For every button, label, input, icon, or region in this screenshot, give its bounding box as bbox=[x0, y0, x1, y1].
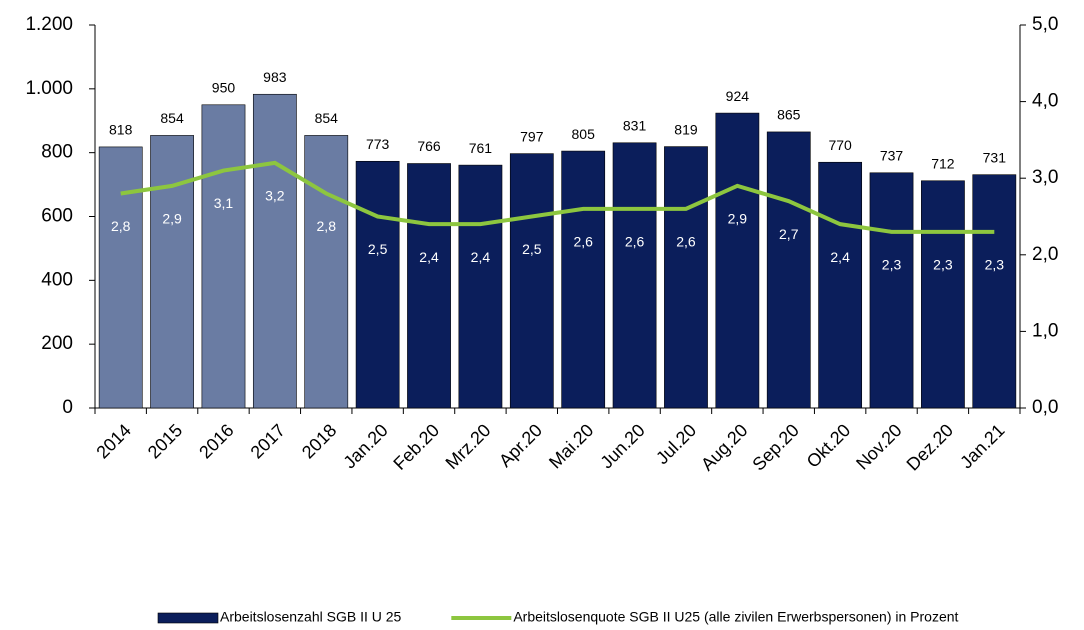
line-label: 3,1 bbox=[214, 195, 234, 211]
bar-label: 737 bbox=[880, 147, 904, 163]
bar bbox=[664, 146, 708, 409]
x-tick-label: Sep.20 bbox=[748, 420, 802, 474]
bar bbox=[561, 150, 606, 409]
bar-label: 797 bbox=[520, 128, 544, 144]
line-label: 2,3 bbox=[933, 257, 953, 273]
bar-label: 854 bbox=[160, 110, 184, 126]
bar-label: 865 bbox=[777, 107, 801, 123]
bar bbox=[766, 131, 811, 409]
line-label: 2,4 bbox=[471, 249, 491, 265]
bar-label: 773 bbox=[366, 136, 390, 152]
x-tick-label: Okt.20 bbox=[803, 420, 855, 472]
line-label: 2,6 bbox=[676, 234, 696, 250]
x-tick-label: Jun.20 bbox=[596, 420, 648, 472]
x-tick-label: Mrz.20 bbox=[442, 420, 495, 473]
line-label: 2,9 bbox=[162, 211, 182, 227]
bar bbox=[150, 135, 194, 409]
y2-tick-label: 4,0 bbox=[1032, 91, 1058, 112]
legend-label: Arbeitslosenzahl SGB II U 25 bbox=[220, 609, 402, 625]
y-tick-label: 1.200 bbox=[25, 14, 73, 35]
legend-label: Arbeitslosenquote SGB II U25 (alle zivil… bbox=[513, 609, 958, 625]
y2-tick-label: 5,0 bbox=[1032, 14, 1058, 35]
bar-label: 818 bbox=[109, 122, 133, 138]
bar-label: 761 bbox=[469, 140, 493, 156]
line-label: 2,8 bbox=[317, 218, 337, 234]
bar bbox=[921, 180, 965, 409]
bar bbox=[612, 142, 657, 409]
x-tick-label: Nov.20 bbox=[852, 420, 906, 474]
y2-tick-label: 1,0 bbox=[1032, 320, 1058, 341]
bar bbox=[818, 161, 863, 409]
line-label: 2,3 bbox=[882, 257, 902, 273]
bar-label: 712 bbox=[931, 155, 955, 171]
line-label: 2,5 bbox=[522, 241, 542, 257]
y-tick-label: 0 bbox=[62, 397, 73, 418]
line-label: 2,8 bbox=[111, 218, 131, 234]
x-tick-label: 2017 bbox=[247, 420, 289, 462]
y-tick-label: 200 bbox=[41, 333, 73, 354]
y2-tick-label: 3,0 bbox=[1032, 167, 1058, 188]
bar-label: 819 bbox=[674, 121, 698, 137]
x-tick-label: Mai.20 bbox=[545, 420, 597, 472]
bar bbox=[715, 112, 760, 409]
x-tick-label: Feb.20 bbox=[389, 420, 443, 474]
x-tick-label: Jan.20 bbox=[339, 420, 391, 472]
bar bbox=[304, 135, 349, 409]
bar bbox=[407, 163, 451, 409]
line-label: 2,5 bbox=[368, 241, 388, 257]
x-tick-label: Jul.20 bbox=[652, 420, 700, 468]
bar-label: 831 bbox=[623, 117, 647, 133]
bar bbox=[869, 172, 914, 409]
bar bbox=[252, 93, 297, 409]
y2-tick-label: 2,0 bbox=[1032, 244, 1058, 265]
x-tick-label: Jan.21 bbox=[956, 420, 1008, 472]
bar-label: 766 bbox=[417, 138, 441, 154]
bar-label: 950 bbox=[212, 79, 236, 95]
line-label: 2,6 bbox=[573, 234, 593, 250]
bar-label: 731 bbox=[983, 149, 1007, 165]
line-label: 3,2 bbox=[265, 188, 285, 204]
bar-label: 983 bbox=[263, 69, 287, 85]
bar bbox=[98, 146, 143, 409]
line-label: 2,7 bbox=[779, 226, 799, 242]
bar-label: 924 bbox=[726, 88, 750, 104]
bar bbox=[972, 174, 1017, 409]
line-label: 2,4 bbox=[419, 249, 439, 265]
bar-label: 805 bbox=[572, 126, 596, 142]
line-label: 2,4 bbox=[830, 249, 850, 265]
y-tick-label: 600 bbox=[41, 206, 73, 227]
x-tick-label: 2016 bbox=[195, 420, 237, 462]
x-tick-label: 2015 bbox=[144, 420, 186, 462]
x-tick-label: Dez.20 bbox=[903, 420, 957, 474]
y-tick-label: 400 bbox=[41, 269, 73, 290]
line bbox=[120, 160, 995, 234]
legend-swatch bbox=[157, 612, 219, 624]
bar bbox=[355, 160, 400, 409]
bar-label: 854 bbox=[315, 110, 339, 126]
x-tick-label: Aug.20 bbox=[697, 420, 751, 474]
y-tick-label: 800 bbox=[41, 142, 73, 163]
bar-label: 770 bbox=[828, 137, 852, 153]
line-label: 2,3 bbox=[985, 257, 1005, 273]
bar bbox=[458, 164, 503, 409]
bar bbox=[509, 153, 554, 409]
x-tick-label: Apr.20 bbox=[495, 420, 546, 471]
x-tick-label: 2014 bbox=[92, 420, 134, 462]
x-tick-label: 2018 bbox=[298, 420, 340, 462]
bar bbox=[201, 104, 246, 409]
y-tick-label: 1.000 bbox=[25, 78, 73, 99]
line-label: 2,9 bbox=[728, 211, 748, 227]
line-label: 2,6 bbox=[625, 234, 645, 250]
y2-tick-label: 0,0 bbox=[1032, 397, 1058, 418]
